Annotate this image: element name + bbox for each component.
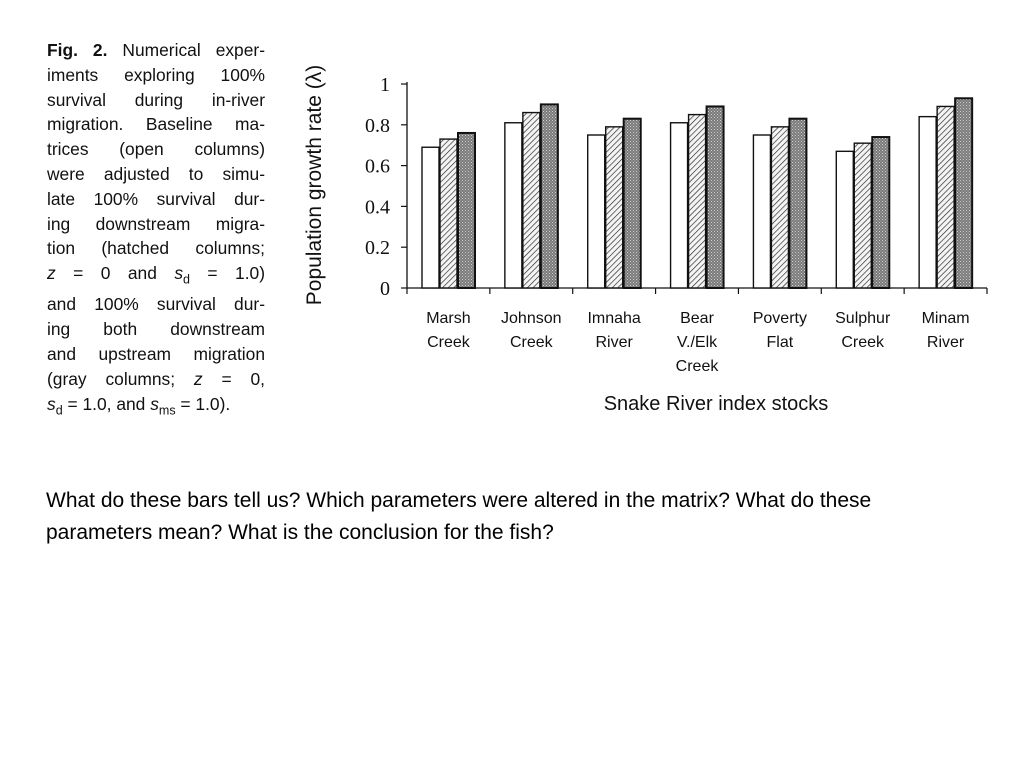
figure-caption: Fig. 2. Numerical exper-iments exploring…	[47, 38, 265, 423]
category-label: V./Elk	[677, 334, 718, 351]
x-axis-label: Snake River index stocks	[604, 393, 829, 415]
y-tick-label: 0	[380, 278, 390, 300]
category-label: Poverty	[753, 310, 807, 327]
bar-hatched	[936, 105, 955, 289]
bar-hatched	[687, 113, 707, 289]
caption-line: and 100% survival dur-	[47, 294, 265, 315]
discussion-question: What do these bars tell us? Which parame…	[46, 489, 872, 544]
y-tick-label: 0.8	[365, 115, 390, 137]
category-label: Creek	[427, 334, 471, 351]
caption-line: migration. Baseline ma-	[47, 114, 265, 135]
category-label: Creek	[841, 334, 885, 351]
caption-line: and upstream migration	[47, 344, 265, 365]
category-label: Bear	[680, 310, 714, 327]
bar-chart: Population growth rate (λ) 0 0.2 0.4 0.6 0.8…	[303, 65, 988, 415]
bar-hatched	[522, 111, 541, 289]
plot-area: 0 0.2 0.4 0.6 0.8 1 Marsh Creek Johnson Creek Imna…	[365, 74, 988, 375]
y-tick-label: 0.4	[365, 196, 390, 218]
caption-line: ing downstream migra-	[47, 213, 265, 234]
caption-line: (gray columns; z = 0,	[47, 368, 265, 389]
bar-gray	[871, 136, 891, 289]
bar-gray	[539, 103, 559, 290]
caption-line: were adjusted to simu-	[47, 163, 265, 184]
figure-label: Fig. 2.	[47, 40, 108, 60]
category-label: Johnson	[501, 310, 562, 327]
bar-open	[421, 146, 440, 289]
y-tick-label: 0.2	[365, 237, 390, 259]
category-label: Sulphur	[835, 310, 891, 327]
category-label: Creek	[676, 358, 720, 375]
bar-gray	[622, 117, 642, 290]
caption-line: iments exploring 100%	[47, 64, 265, 85]
bar-open	[504, 122, 523, 289]
category-label: Marsh	[426, 310, 470, 327]
category-label: Minam	[922, 310, 970, 327]
bar-open	[752, 134, 772, 289]
bar-open	[918, 115, 937, 289]
category-label: Imnaha	[587, 310, 640, 327]
caption-line: survival during in-river	[47, 89, 265, 110]
category-label: River	[595, 334, 633, 351]
bar-gray	[788, 117, 808, 290]
bar-gray	[954, 97, 974, 289]
caption-line: sd = 1.0, and sms = 1.0).	[47, 393, 231, 418]
bar-open	[587, 134, 606, 289]
y-axis-label: Population growth rate (λ)	[303, 65, 326, 305]
y-tick-label: 0.6	[365, 156, 390, 178]
bar-open	[835, 150, 854, 289]
bar-open	[669, 122, 689, 289]
y-tick-label: 1	[380, 74, 390, 96]
bar-hatched	[770, 126, 790, 289]
caption-line: late 100% survival dur-	[47, 188, 265, 209]
category-label: Flat	[767, 334, 794, 351]
bar-hatched	[605, 126, 624, 289]
category-label: River	[927, 334, 965, 351]
bar-gray	[705, 105, 725, 289]
category-label: Creek	[510, 334, 554, 351]
bar-hatched	[439, 138, 458, 289]
caption-line: tion (hatched columns;	[47, 238, 265, 259]
caption-line: trices (open columns)	[47, 139, 265, 160]
caption-line: z = 0 and sd = 1.0)	[47, 263, 265, 287]
bar-gray	[457, 131, 476, 289]
caption-line: Fig. 2. Numerical exper-	[47, 40, 265, 60]
caption-line: ing both downstream	[47, 319, 265, 340]
bar-hatched	[853, 142, 872, 289]
